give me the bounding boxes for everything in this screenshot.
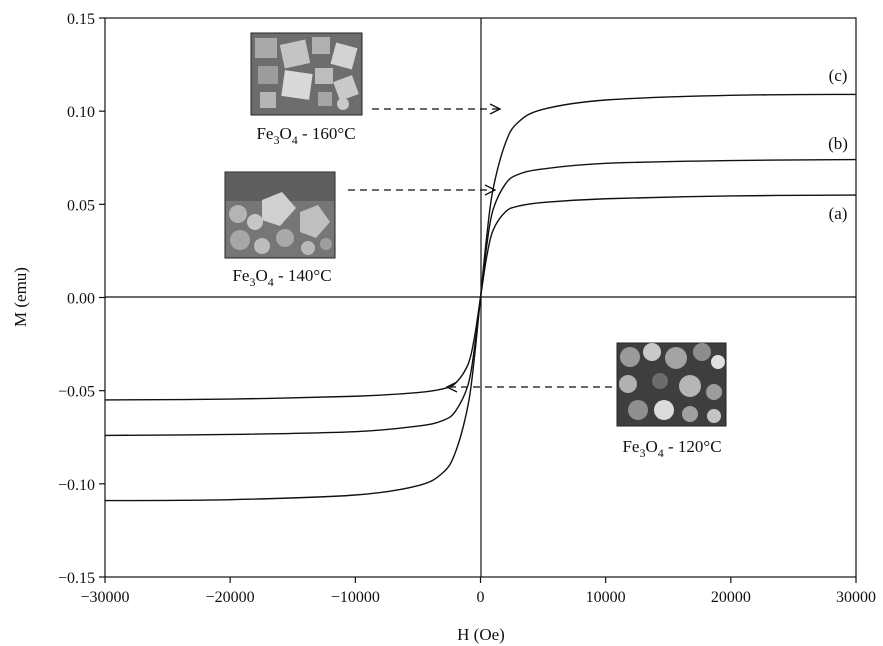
sem-image-120c [616,342,727,427]
sem-image-140c [224,171,336,259]
x-tick-label: 10000 [586,589,626,606]
x-tick-label: 20000 [711,589,751,606]
y-tick-label: 0.10 [67,104,95,121]
y-ticks [99,17,105,578]
y-axis-label: M (emu) [11,267,30,327]
inset-label-120c: Fe3O4 - 120°C [622,437,721,460]
series-label-b: (b) [828,134,848,153]
series-group [104,93,857,502]
y-tick-label: 0.00 [67,291,95,308]
y-tick-label: 0.15 [67,11,95,28]
series-label-a: (a) [829,204,848,223]
x-axis-label: H (Oe) [457,625,505,644]
x-tick-label: 30000 [836,589,876,606]
y-tick-labels: −0.15 −0.10 −0.05 0.00 0.05 0.10 0.15 [58,11,95,587]
inset-label-160c: Fe3O4 - 160°C [256,124,355,147]
y-tick-label: −0.05 [58,384,95,401]
x-tick-label: −30000 [80,589,129,606]
y-tick-label: −0.15 [58,570,95,587]
series-label-c: (c) [829,66,848,85]
x-tick-label: 0 [477,589,485,606]
sem-image-160c [250,32,363,116]
x-tick-label: −10000 [331,589,380,606]
x-ticks [104,577,857,583]
inset-label-140c: Fe3O4 - 140°C [232,266,331,289]
y-tick-label: 0.05 [67,197,95,214]
series-line-c [104,93,857,502]
x-tick-label: −20000 [206,589,255,606]
y-tick-label: −0.10 [58,477,95,494]
x-tick-labels: −30000 −20000 −10000 0 10000 20000 30000 [80,589,876,606]
